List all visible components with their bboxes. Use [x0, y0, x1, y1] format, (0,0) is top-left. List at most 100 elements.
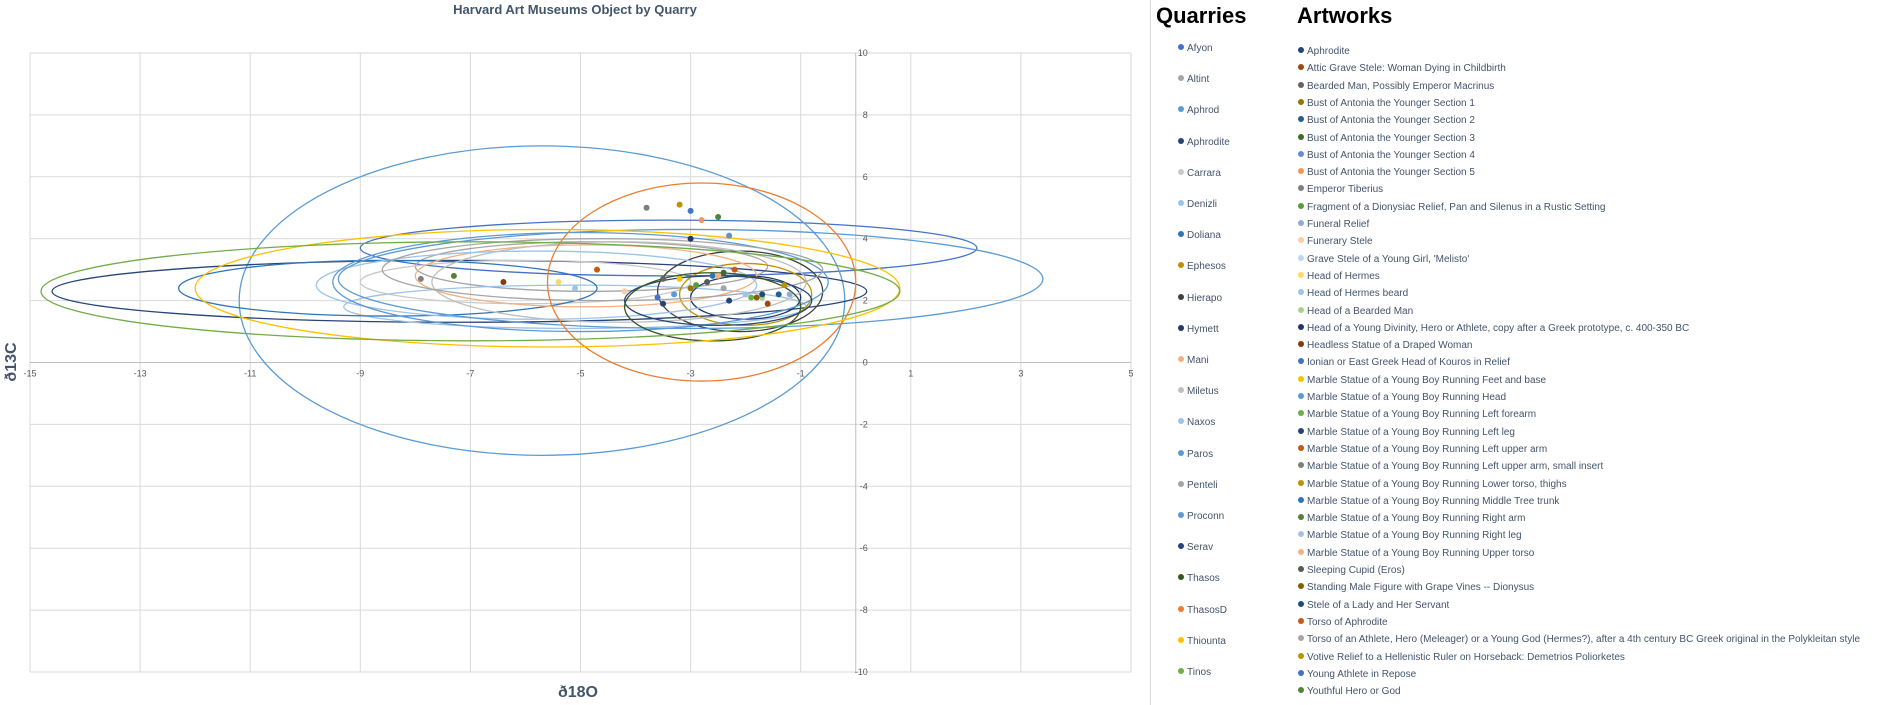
artwork-legend-marker [1298, 583, 1304, 590]
y-tick-label-7: 4 [863, 234, 868, 244]
artwork-point-24 [417, 275, 424, 282]
quarry-legend-label: ThasosD [1187, 604, 1228, 616]
quarry-legend-marker [1178, 636, 1184, 643]
quarry-ellipse-doliana [177, 259, 598, 317]
artwork-legend-item: Marble Statue of a Young Boy Running Rig… [1298, 513, 1525, 525]
quarry-legend-item: Hymett [1178, 324, 1219, 336]
artwork-legend-label: Bust of Antonia the Younger Section 3 [1307, 132, 1475, 144]
artwork-legend-label: Sleeping Cupid (Eros) [1307, 565, 1405, 576]
quarry-ellipse-aphrodite [51, 259, 868, 323]
artwork-point-4 [775, 291, 782, 298]
quarry-ellipse-carrara [359, 259, 692, 305]
artwork-legend-label: Funerary Stele [1307, 236, 1373, 248]
artwork-point-27 [450, 272, 457, 279]
quarry-ellipse-naxos [315, 250, 758, 320]
artwork-point-20 [671, 291, 678, 298]
quarry-legend-label: Afyon [1187, 43, 1213, 54]
artwork-legend-item: Votive Relief to a Hellenistic Ruler on … [1298, 652, 1625, 664]
x-tick-label-5: -5 [576, 369, 584, 379]
artwork-legend-item: Marble Statue of a Young Boy Running Hea… [1298, 392, 1506, 404]
quarry-legend-item: Tinos [1178, 667, 1211, 679]
artwork-legend-marker [1298, 496, 1304, 503]
artwork-legend-label: Marble Statue of a Young Boy Running Rig… [1307, 530, 1522, 542]
artwork-legend-marker [1298, 393, 1304, 399]
artwork-legend-item: Bearded Man, Possibly Emperor Macrinus [1298, 81, 1494, 93]
y-tick-label-6: 2 [863, 296, 868, 306]
quarry-legend-marker [1178, 480, 1184, 487]
artwork-legend-label: Marble Statue of a Young Boy Running Lef… [1307, 443, 1548, 455]
artwork-point-28 [742, 291, 749, 298]
quarry-legend-marker [1178, 387, 1184, 394]
artwork-legend-marker [1298, 566, 1304, 572]
artwork-legend-marker [1298, 289, 1304, 296]
y-tick-label-10: 10 [858, 48, 868, 58]
artwork-legend-marker [1298, 375, 1304, 382]
x-tick-label-10: 5 [1128, 369, 1133, 379]
quarry-legend-marker [1178, 200, 1184, 206]
quarry-legend-label: Miletus [1187, 386, 1219, 398]
quarry-ellipse-aphrod [238, 145, 846, 457]
artwork-point-6 [726, 232, 733, 239]
artwork-legend-marker [1298, 444, 1304, 451]
quarry-legend-item: Aphrodite [1178, 137, 1230, 149]
artwork-legend-item: Marble Statue of a Young Boy Running Lef… [1298, 427, 1515, 439]
artwork-legend-item: Marble Statue of a Young Boy Running Low… [1298, 479, 1567, 491]
artwork-legend-item: Bust of Antonia the Younger Section 3 [1298, 133, 1475, 145]
chart-title: Harvard Art Museums Object by Quarry [453, 2, 697, 17]
quarry-legend-item: Thasos [1178, 573, 1220, 585]
artwork-legend-item: Standing Male Figure with Grape Vines --… [1298, 582, 1534, 594]
quarry-ellipse-paros [332, 231, 829, 333]
quarry-legend-item: Naxos [1178, 417, 1215, 429]
legend-divider [1150, 0, 1151, 705]
artwork-point-34 [720, 285, 727, 292]
artwork-legend-label: Marble Statue of a Young Boy Running Hea… [1307, 392, 1507, 403]
quarry-legend-label: Hierapo [1187, 292, 1223, 304]
y-axis-label: ð13C [3, 342, 20, 382]
artwork-legend-item: Fragment of a Dionysiac Relief, Pan and … [1298, 202, 1606, 214]
quarry-legend-item: Doliana [1178, 230, 1221, 242]
artwork-legend-item: Youthful Hero or God [1298, 686, 1401, 698]
artwork-legend-label: Bust of Antonia the Younger Section 5 [1307, 167, 1475, 179]
artwork-legend-item: Marble Statue of a Young Boy Running Lef… [1298, 444, 1547, 456]
artwork-legend-item: Head of a Bearded Man [1298, 306, 1413, 318]
quarry-legend-label: Doliana [1187, 230, 1221, 242]
quarries-heading: Quarries [1156, 3, 1247, 28]
artwork-legend-marker [1298, 220, 1304, 226]
artwork-legend-item: Bust of Antonia the Younger Section 2 [1298, 115, 1475, 127]
quarry-ellipses [40, 145, 1044, 457]
artwork-legend-item: Marble Statue of a Young Boy Running Rig… [1298, 530, 1522, 542]
artwork-legend-item: Grave Stele of a Young Girl, 'Melisto' [1298, 254, 1469, 266]
artwork-legend-label: Headless Statue of a Draped Woman [1307, 340, 1473, 352]
quarry-legend-marker [1178, 168, 1184, 175]
artwork-legend-item: Aphrodite [1298, 46, 1350, 58]
artwork-legend-label: Head of a Young Divinity, Hero or Athlet… [1307, 322, 1690, 334]
artwork-legend-marker [1298, 462, 1304, 469]
quarry-legend-marker [1178, 262, 1184, 269]
quarry-legend-marker [1178, 574, 1184, 581]
artwork-legend-item: Sleeping Cupid (Eros) [1298, 565, 1405, 577]
quarry-ellipse-penteli [381, 238, 824, 302]
artwork-legend-label: Marble Statue of a Young Boy Running Lef… [1307, 426, 1515, 438]
artwork-legend-label: Stele of a Lady and Her Servant [1307, 599, 1450, 611]
artwork-legend-label: Marble Statue of a Young Boy Running Fee… [1307, 374, 1547, 386]
artwork-legend-item: Ionian or East Greek Head of Kouros in R… [1298, 357, 1510, 369]
artwork-legend-label: Votive Relief to a Hellenistic Ruler on … [1307, 651, 1625, 663]
artwork-legend-item: Stele of a Lady and Her Servant [1298, 600, 1449, 612]
quarry-legend-marker [1178, 543, 1184, 550]
quarry-legend-label: Altint [1187, 74, 1210, 86]
artwork-legend-label: Marble Statue of a Young Boy Running Lef… [1307, 409, 1537, 421]
artwork-legend-label: Head of Hermes [1307, 270, 1380, 282]
quarry-legend-marker [1178, 75, 1184, 82]
artwork-point-29 [715, 272, 722, 279]
artwork-point-14 [571, 285, 578, 292]
artwork-legend-marker [1298, 548, 1304, 555]
artwork-point-32 [759, 291, 766, 298]
quarry-legend-marker [1178, 418, 1184, 425]
artwork-legend-item: Head of Hermes [1298, 271, 1380, 283]
quarry-legend-item: Thiounta [1178, 636, 1226, 648]
artwork-legend-marker [1298, 652, 1304, 659]
quarry-legend-label: Mani [1187, 355, 1209, 366]
artwork-legend-marker [1298, 669, 1304, 676]
artwork-point-7 [698, 217, 705, 224]
artwork-legend-marker [1298, 410, 1304, 417]
